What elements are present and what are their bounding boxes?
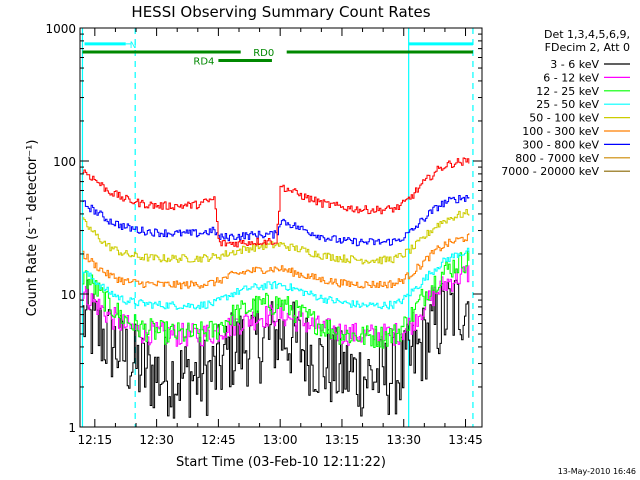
x-tick-label: 13:15 bbox=[325, 433, 360, 447]
legend-entry-label: 50 - 100 keV bbox=[529, 112, 599, 125]
x-tick-label: 13:45 bbox=[448, 433, 483, 447]
series-line-5 bbox=[82, 233, 470, 290]
status-bar-0: N bbox=[84, 41, 137, 51]
x-axis-label: Start Time (03-Feb-10 12:11:22) bbox=[176, 455, 386, 470]
legend-entry-label: 7000 - 20000 keV bbox=[501, 165, 599, 178]
legend-entry-label: 300 - 800 keV bbox=[522, 138, 599, 151]
x-tick-label: 13:00 bbox=[263, 433, 298, 447]
marker-lines bbox=[81, 28, 474, 427]
status-bars: N RD0 RD4 bbox=[82, 41, 473, 67]
timestamp: 13-May-2010 16:46 bbox=[558, 467, 636, 476]
series-lines bbox=[82, 157, 470, 419]
plot-frame bbox=[79, 27, 483, 428]
status-bar-label: RD0 bbox=[253, 48, 274, 59]
series-line-2 bbox=[82, 250, 470, 349]
legend-entry-label: 12 - 25 keV bbox=[536, 85, 599, 98]
y-tick-label: 100 bbox=[53, 155, 76, 169]
legend-header-2: FDecim 2, Att 0 bbox=[545, 41, 630, 54]
y-tick-label: 1000 bbox=[45, 22, 76, 36]
legend: Det 1,3,4,5,6,9, FDecim 2, Att 0 3 - 6 k… bbox=[501, 28, 630, 178]
x-tick-label: 12:30 bbox=[139, 433, 174, 447]
y-tick-label: 10 bbox=[61, 288, 76, 302]
status-bar-label: RD4 bbox=[193, 56, 214, 67]
series-line-3 bbox=[82, 247, 470, 310]
y-tick-label: 1 bbox=[68, 421, 76, 435]
series-line-7 bbox=[82, 157, 470, 248]
x-axis: 12:15 12:30 12:45 13:00 13:15 13:30 13:45 bbox=[78, 28, 483, 447]
legend-header-1: Det 1,3,4,5,6,9, bbox=[544, 28, 630, 41]
x-tick-label: 12:45 bbox=[201, 433, 236, 447]
legend-entry-label: 100 - 300 keV bbox=[522, 125, 599, 138]
legend-entry-label: 800 - 7000 keV bbox=[515, 152, 599, 165]
legend-entry-label: 6 - 12 keV bbox=[543, 71, 599, 84]
status-bar-2: RD0 bbox=[82, 48, 473, 59]
y-axis-label: Count Rate (s⁻¹ detector⁻¹) bbox=[25, 140, 40, 317]
y-axis: 1 10 100 1000 bbox=[45, 22, 482, 435]
legend-entry-label: 25 - 50 keV bbox=[536, 98, 599, 111]
status-bar-3: RD4 bbox=[193, 56, 272, 67]
series-line-6 bbox=[82, 195, 470, 247]
series-line-1 bbox=[82, 265, 470, 347]
status-bar-label: N bbox=[130, 41, 137, 51]
chart-title: HESSI Observing Summary Count Rates bbox=[131, 3, 430, 21]
x-tick-label: 13:30 bbox=[386, 433, 421, 447]
series-line-4 bbox=[82, 209, 470, 265]
legend-entry-label: 3 - 6 keV bbox=[550, 58, 599, 71]
x-tick-label: 12:15 bbox=[78, 433, 113, 447]
